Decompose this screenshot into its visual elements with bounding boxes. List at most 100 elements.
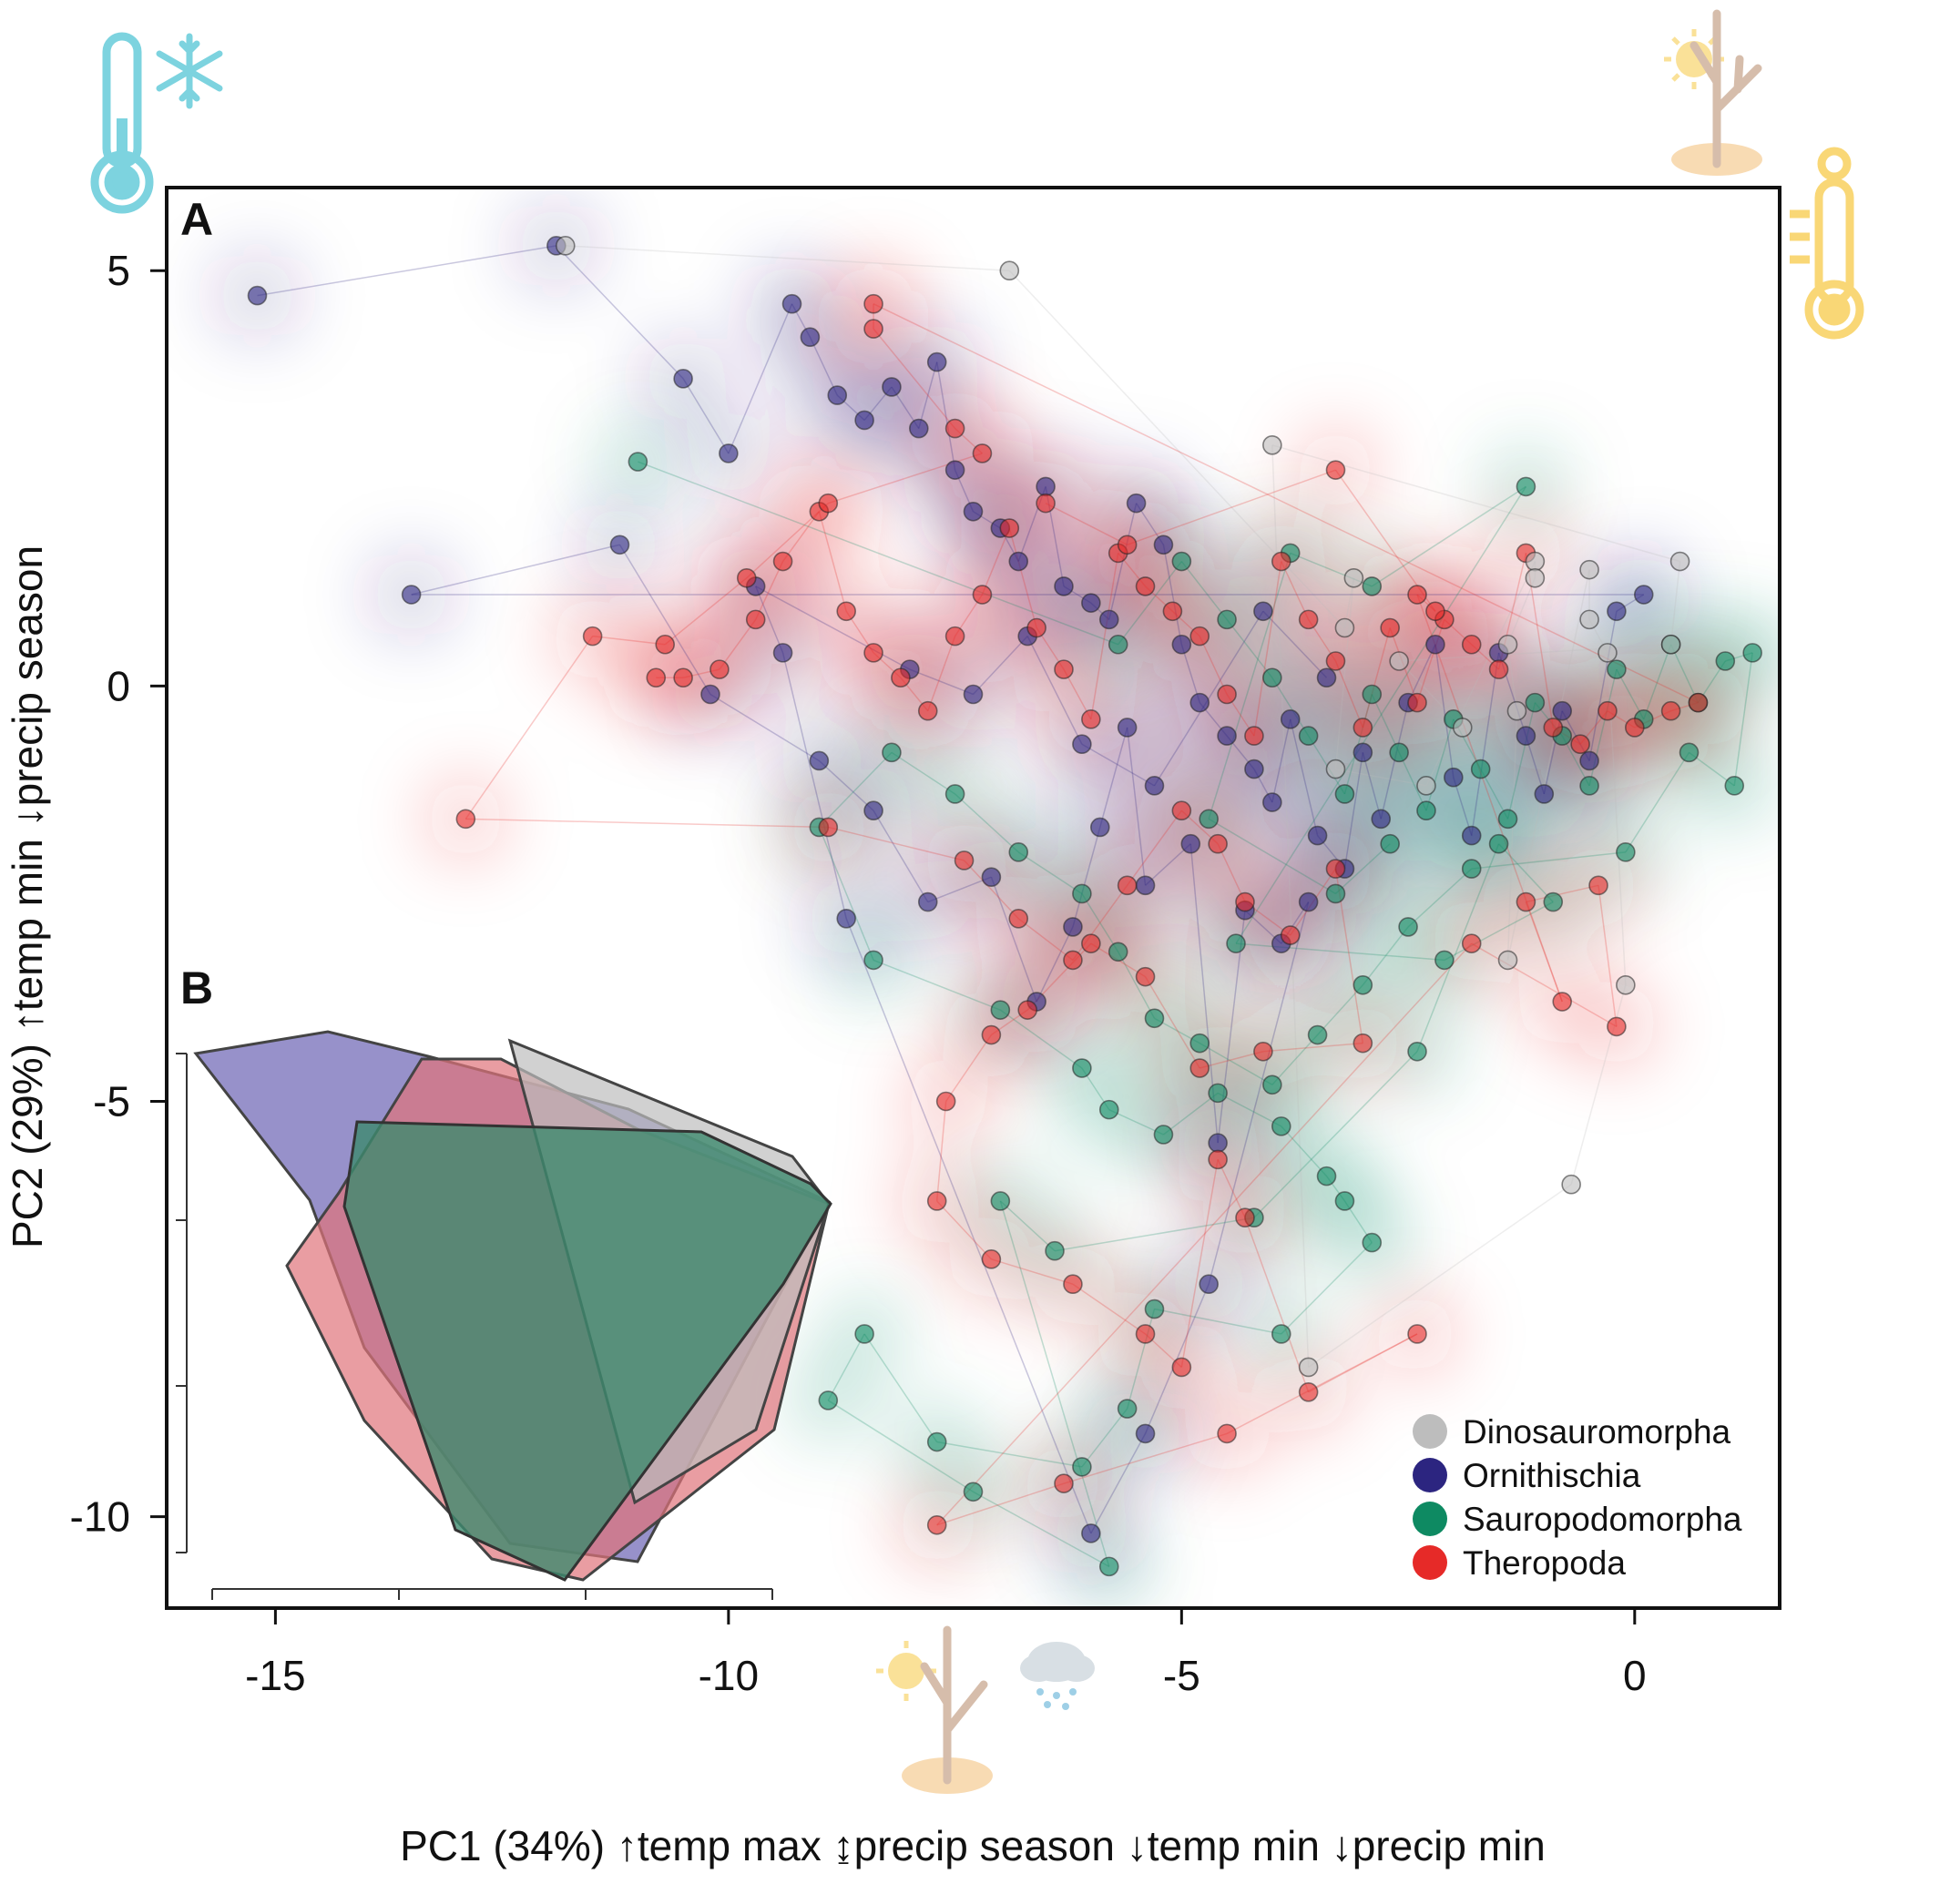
link-line <box>1108 1108 1164 1135</box>
point-theropoda <box>1117 535 1138 555</box>
link-line <box>1199 1042 1273 1085</box>
link-line <box>964 860 1019 920</box>
point-dinosauromorpha <box>1497 950 1518 971</box>
point-ornithischia <box>1371 809 1392 830</box>
point-sauropodomorpha <box>1098 1099 1119 1120</box>
x-axis-title: PC1 (34%) ↑temp max ↨precip season ↓temp… <box>400 1822 1546 1869</box>
link-line <box>664 577 748 646</box>
point-ornithischia <box>1425 634 1445 655</box>
link-line <box>1506 644 1518 711</box>
point-dinosauromorpha <box>1669 551 1690 572</box>
link-line <box>719 618 757 670</box>
link-line <box>973 1491 1110 1568</box>
link-line <box>1208 818 1336 895</box>
point-theropoda <box>1063 950 1083 971</box>
point-theropoda <box>1407 1324 1427 1344</box>
link-line <box>1434 644 1455 778</box>
link-line <box>1217 1159 1246 1218</box>
point-theropoda <box>1054 1473 1074 1493</box>
link-line <box>1235 942 1444 962</box>
link-line <box>1262 1042 1363 1053</box>
point-theropoda <box>954 850 975 871</box>
point-sauropodomorpha <box>882 742 902 763</box>
point-theropoda <box>1189 626 1210 647</box>
link-line <box>1506 710 1518 961</box>
y-tick-label: -10 <box>70 1493 130 1541</box>
point-theropoda <box>1688 692 1709 713</box>
link-line <box>1398 752 1427 811</box>
point-sauropodomorpha <box>1334 784 1355 804</box>
link-line <box>411 544 620 596</box>
point-sauropodomorpha <box>1153 1125 1174 1145</box>
point-dinosauromorpha <box>1561 1174 1581 1195</box>
link-line <box>1308 1333 1418 1393</box>
link-line <box>891 751 956 795</box>
point-sauropodomorpha <box>1307 1024 1328 1045</box>
point-theropoda <box>926 1191 947 1211</box>
point-ornithischia <box>1579 750 1599 771</box>
point-theropoda <box>1407 692 1427 713</box>
point-theropoda <box>1325 859 1346 879</box>
link-line <box>1026 636 1083 745</box>
link-line <box>1180 644 1200 703</box>
point-theropoda <box>944 418 965 439</box>
point-ornithischia <box>809 750 830 771</box>
link-line <box>818 759 874 811</box>
y-axis-title: PC2 (29%) ↑temp min ↓precip season <box>4 545 51 1248</box>
point-ornithischia <box>1135 1423 1156 1444</box>
point-theropoda <box>836 601 857 622</box>
point-ornithischia <box>1144 776 1165 796</box>
point-theropoda <box>1588 875 1608 896</box>
point-theropoda <box>1253 1041 1273 1062</box>
point-sauropodomorpha <box>1072 1058 1092 1078</box>
point-sauropodomorpha <box>818 1390 839 1410</box>
point-ornithischia <box>1316 667 1337 688</box>
link-line <box>1154 1308 1281 1335</box>
link-line <box>1199 636 1228 695</box>
point-sauropodomorpha <box>1461 859 1482 879</box>
link-line <box>1506 577 1536 646</box>
point-theropoda <box>1244 726 1264 746</box>
point-ornithischia <box>1135 875 1156 896</box>
link-line <box>873 810 929 902</box>
point-ornithischia <box>1262 792 1282 812</box>
link-line <box>1081 893 1119 952</box>
point-ornithischia <box>963 501 984 522</box>
point-ornithischia <box>854 410 874 431</box>
legend-label-sauropodomorpha: Sauropodomorpha <box>1463 1501 1742 1538</box>
link-line <box>1063 1432 1228 1484</box>
legend-marker-dinosauromorpha <box>1413 1414 1447 1449</box>
point-dinosauromorpha <box>1262 435 1282 455</box>
point-ornithischia <box>401 585 422 605</box>
point-ornithischia <box>963 684 984 705</box>
point-theropoda <box>1607 1016 1627 1037</box>
point-theropoda <box>1461 933 1482 953</box>
link-line <box>1208 901 1310 1285</box>
point-dinosauromorpha <box>1389 651 1409 671</box>
point-ornithischia <box>700 684 720 705</box>
point-ornithischia <box>800 327 821 348</box>
link-line <box>1525 901 1563 1003</box>
point-sauropodomorpha <box>1362 684 1383 705</box>
point-dinosauromorpha <box>1506 700 1527 721</box>
point-ornithischia <box>719 443 739 463</box>
y-tick-label: 5 <box>107 247 130 294</box>
link-line <box>1416 843 1500 1053</box>
point-theropoda <box>1208 833 1228 854</box>
point-theropoda <box>1036 493 1056 514</box>
point-theropoda <box>891 667 911 688</box>
point-theropoda <box>1171 1357 1192 1378</box>
point-sauropodomorpha <box>1679 742 1700 763</box>
point-ornithischia <box>1516 726 1536 746</box>
link-line <box>918 362 938 429</box>
link-line <box>972 636 1028 696</box>
link-line <box>809 336 838 396</box>
link-line <box>827 1333 865 1401</box>
link-line <box>1470 652 1500 836</box>
link-line <box>1362 752 1382 820</box>
link-line <box>638 461 1118 646</box>
point-theropoda <box>646 667 667 688</box>
link-line <box>991 1258 1074 1285</box>
point-ornithischia <box>1072 734 1092 755</box>
link-line <box>1145 843 1191 886</box>
